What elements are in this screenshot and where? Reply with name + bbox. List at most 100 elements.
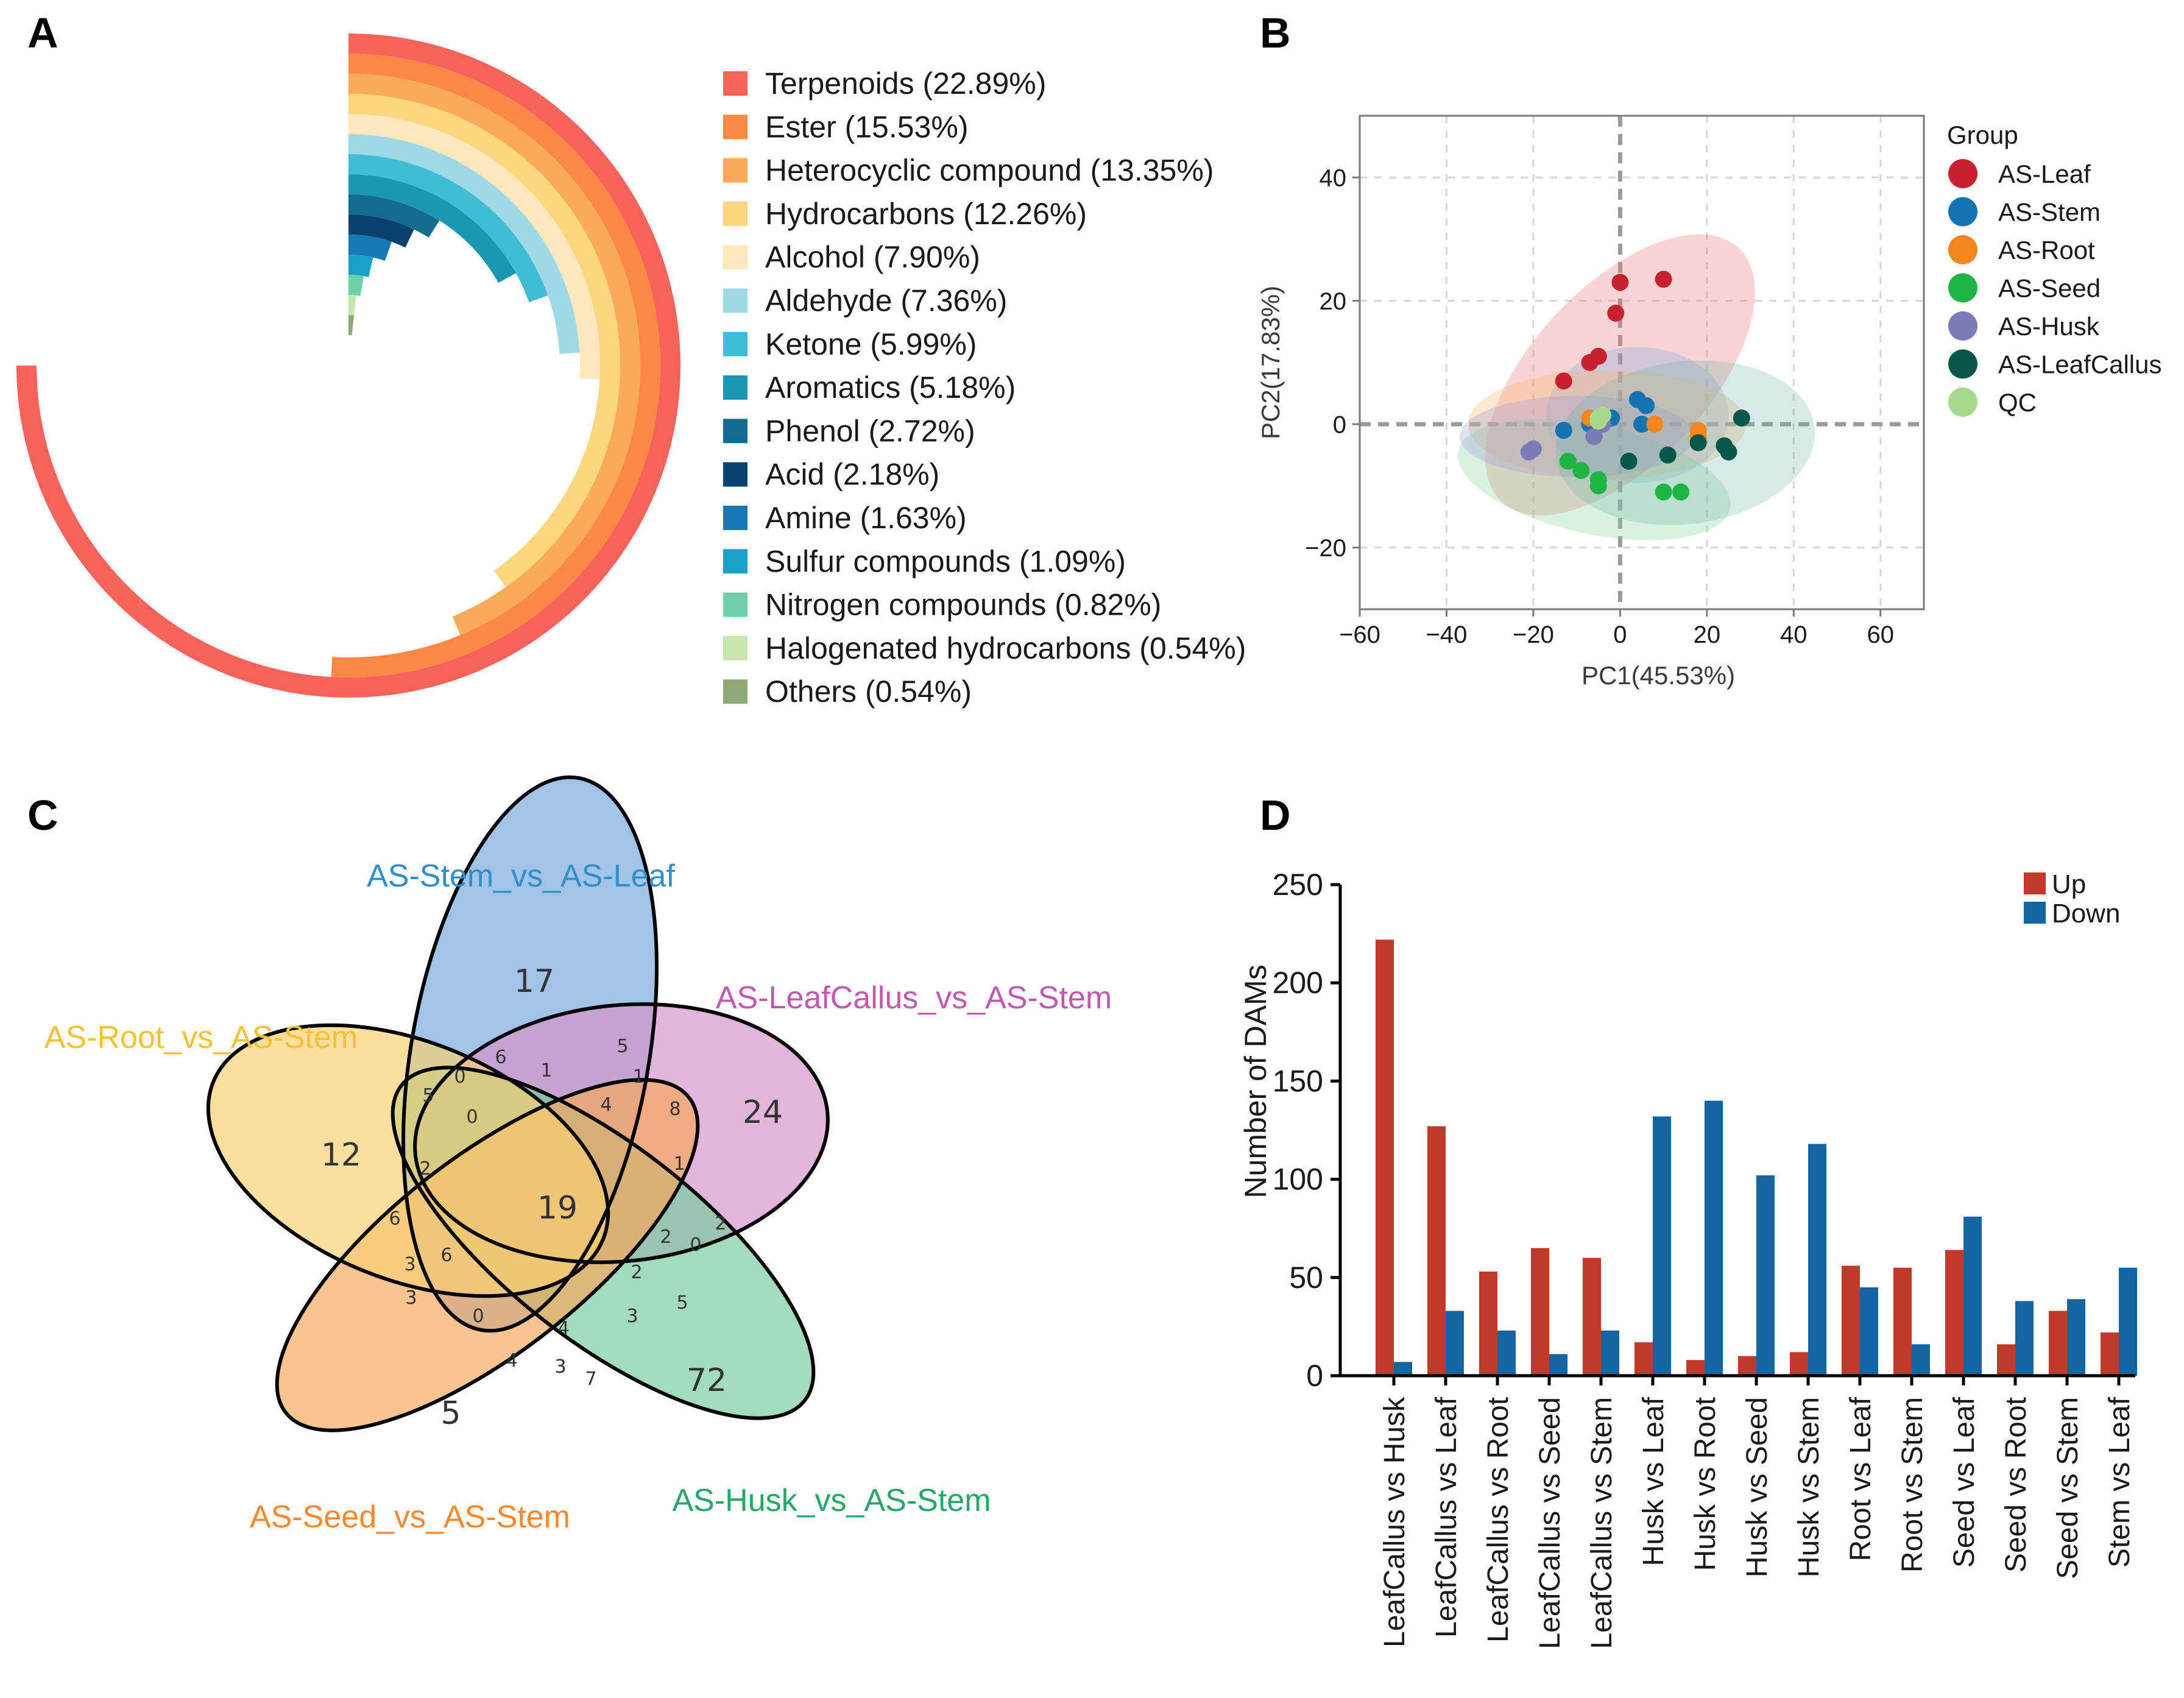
bar xyxy=(1653,1116,1671,1376)
venn-region-count: 24 xyxy=(743,1094,783,1131)
data-point xyxy=(1572,462,1590,479)
bar xyxy=(1963,1216,1982,1376)
group-legend: Group AS-Leaf AS-Stem AS-Root AS-Seed AS-Hus… xyxy=(1947,121,2161,417)
bar xyxy=(2015,1301,2034,1376)
x-tick-label: Husk vs Leaf xyxy=(1638,1396,1670,1566)
x-tick-label: LeafCallus vs Root xyxy=(1482,1397,1514,1643)
legend-label: Alcohol (7.90%) xyxy=(765,240,980,274)
bar xyxy=(1790,1352,1808,1376)
venn-set-label: AS-Stem_vs_AS-Leaf xyxy=(367,858,675,894)
panel-letter-a: A xyxy=(27,9,58,57)
x-tick-label: LeafCallus vs Stem xyxy=(1586,1397,1618,1649)
legend-swatch xyxy=(2024,872,2046,894)
bars xyxy=(1376,939,2137,1376)
venn-region-count: 2 xyxy=(419,1158,431,1180)
venn-region-count: 19 xyxy=(537,1190,578,1226)
bar xyxy=(1997,1344,2015,1376)
legend-label: AS-Seed xyxy=(1998,274,2101,303)
confidence-ellipse xyxy=(1555,360,1815,525)
venn-region-count: 12 xyxy=(321,1137,361,1173)
panel-b-pca-scatter: −60 −40 −20 0 20 40 60 40 20 0 −20 PC1(45.53%) PC2… xyxy=(1256,115,2161,690)
data-point xyxy=(1655,271,1672,288)
venn-set-fill xyxy=(208,1025,609,1296)
bar xyxy=(1912,1344,1930,1376)
legend-marker xyxy=(1948,159,1977,188)
venn-set-label: AS-Husk_vs_AS-Stem xyxy=(672,1483,991,1518)
y-tick-label: 150 xyxy=(1273,1064,1323,1098)
venn-region-count: 1 xyxy=(673,1153,685,1175)
y-tick-label: 40 xyxy=(1320,164,1347,191)
data-point xyxy=(1589,477,1607,495)
x-tick-label: Stem vs Leaf xyxy=(2104,1396,2136,1568)
legend-label: Acid (2.18%) xyxy=(765,458,939,492)
legend-label: Up xyxy=(2052,869,2086,899)
venn-set-outline xyxy=(391,1066,816,1420)
x-tick-label: 0 xyxy=(1613,621,1627,648)
legend-swatch xyxy=(2024,902,2046,924)
x-tick-label: LeafCallus vs Leaf xyxy=(1430,1396,1463,1638)
legend-label: AS-LeafCallus xyxy=(1998,350,2161,379)
legend-swatch xyxy=(723,462,747,487)
venn-set-outline xyxy=(413,1002,830,1264)
bar xyxy=(1583,1258,1601,1376)
venn-set-outline xyxy=(275,1078,700,1432)
venn-region-count: 1 xyxy=(540,1060,552,1081)
venn-fills xyxy=(208,777,828,1431)
legend-swatch xyxy=(723,158,747,183)
bar xyxy=(1497,1330,1516,1376)
data-point xyxy=(1555,372,1572,390)
venn-region-count: 6 xyxy=(440,1245,452,1266)
bar xyxy=(1686,1360,1705,1376)
legend-swatch xyxy=(723,679,747,704)
venn-region-count: 7 xyxy=(585,1368,596,1390)
data-point xyxy=(1655,483,1672,501)
venn-region-count: 4 xyxy=(506,1350,517,1371)
data-point xyxy=(1520,443,1538,461)
legend-label: Others (0.54%) xyxy=(765,674,972,709)
x-tick-label: Seed vs Root xyxy=(2000,1397,2032,1572)
venn-set-outline xyxy=(401,775,659,1333)
x-tick-label: 40 xyxy=(1780,621,1808,648)
venn-region-count: 3 xyxy=(405,1287,417,1309)
legend-swatch xyxy=(723,288,747,313)
legend-marker xyxy=(1948,311,1977,341)
panel-c-venn-diagram: AS-Stem_vs_AS-Leaf AS-LeafCallus_vs_AS-St… xyxy=(44,775,1112,1535)
data-point xyxy=(1581,354,1599,371)
data-point xyxy=(1559,453,1577,470)
venn-region-count: 3 xyxy=(626,1306,638,1327)
category-legend: Terpenoids (22.89%) Ester (15.53%) Heteroc… xyxy=(723,66,1246,709)
legend-marker xyxy=(1948,235,1977,264)
bar xyxy=(2101,1332,2119,1376)
legend-label: Aldehyde (7.36%) xyxy=(765,284,1007,318)
legend-swatch xyxy=(723,71,747,96)
x-tick-label: Husk vs Root xyxy=(1689,1397,1722,1571)
bar xyxy=(1394,1362,1412,1376)
data-point xyxy=(1633,416,1650,433)
y-tick-label: 100 xyxy=(1273,1162,1323,1197)
radial-bar xyxy=(348,174,516,283)
legend-swatch xyxy=(723,549,747,574)
x-tick-label: Root vs Leaf xyxy=(1845,1396,1877,1561)
venn-region-count: 0 xyxy=(690,1234,701,1256)
bar xyxy=(1860,1287,1878,1376)
y-tick-label: −20 xyxy=(1305,535,1346,562)
venn-region-count: 0 xyxy=(454,1066,465,1088)
x-tick-label: LeafCallus vs Seed xyxy=(1534,1397,1566,1649)
venn-region-count: 2 xyxy=(660,1226,671,1248)
venn-region-count: 4 xyxy=(557,1318,569,1339)
venn-region-count: 3 xyxy=(554,1356,566,1378)
venn-region-count: 1 xyxy=(632,1066,644,1088)
y-tick-label: 200 xyxy=(1273,966,1323,1000)
y-tick-label: 0 xyxy=(1333,411,1346,438)
venn-set-labels: AS-Stem_vs_AS-Leaf AS-LeafCallus_vs_AS-St… xyxy=(44,858,1112,1535)
data-point xyxy=(1672,483,1690,501)
x-tick-label: −40 xyxy=(1426,621,1468,648)
data-point xyxy=(1659,446,1677,464)
venn-set-label: AS-Root_vs_AS-Stem xyxy=(44,1020,358,1055)
y-tick-label: 50 xyxy=(1289,1261,1323,1295)
data-point xyxy=(1689,434,1707,451)
axes: 0 50 100 150 200 250 LeafCallus vs Husk LeafCal… xyxy=(1273,868,2136,1649)
radial-bars xyxy=(16,34,680,698)
bar xyxy=(1808,1144,1826,1376)
